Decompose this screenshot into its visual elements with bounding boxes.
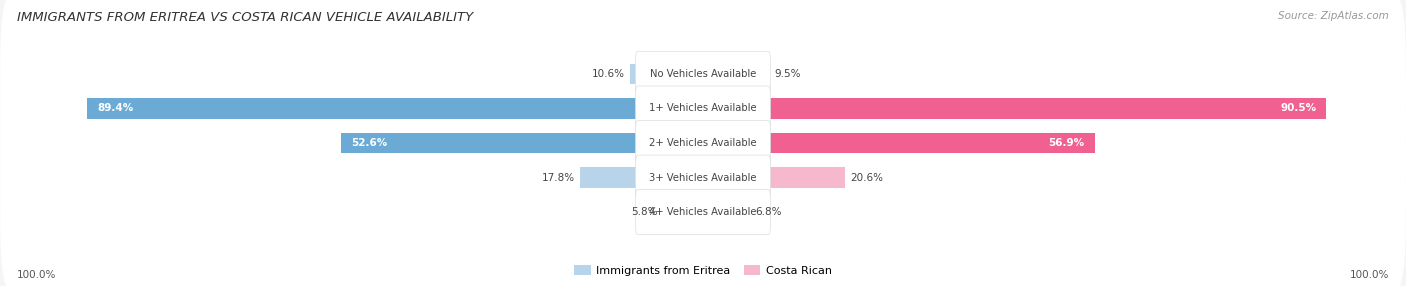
Text: 6.8%: 6.8% bbox=[755, 207, 782, 217]
FancyBboxPatch shape bbox=[636, 51, 770, 96]
Bar bbox=[703, 133, 1095, 153]
Text: 9.5%: 9.5% bbox=[773, 69, 800, 79]
Text: 4+ Vehicles Available: 4+ Vehicles Available bbox=[650, 207, 756, 217]
Text: 2+ Vehicles Available: 2+ Vehicles Available bbox=[650, 138, 756, 148]
Bar bbox=[581, 167, 703, 188]
FancyBboxPatch shape bbox=[636, 155, 770, 200]
Bar bbox=[664, 202, 703, 223]
FancyBboxPatch shape bbox=[0, 0, 1406, 157]
Text: 3+ Vehicles Available: 3+ Vehicles Available bbox=[650, 172, 756, 182]
Text: 17.8%: 17.8% bbox=[541, 172, 575, 182]
Text: 56.9%: 56.9% bbox=[1049, 138, 1084, 148]
FancyBboxPatch shape bbox=[0, 95, 1406, 261]
Text: 10.6%: 10.6% bbox=[592, 69, 624, 79]
Text: 100.0%: 100.0% bbox=[17, 270, 56, 280]
FancyBboxPatch shape bbox=[0, 25, 1406, 191]
Bar bbox=[340, 133, 703, 153]
Text: 5.8%: 5.8% bbox=[631, 207, 658, 217]
Text: IMMIGRANTS FROM ERITREA VS COSTA RICAN VEHICLE AVAILABILITY: IMMIGRANTS FROM ERITREA VS COSTA RICAN V… bbox=[17, 11, 474, 24]
Bar bbox=[703, 167, 845, 188]
Bar bbox=[703, 63, 769, 84]
FancyBboxPatch shape bbox=[0, 60, 1406, 226]
FancyBboxPatch shape bbox=[636, 86, 770, 131]
FancyBboxPatch shape bbox=[636, 121, 770, 165]
Text: 1+ Vehicles Available: 1+ Vehicles Available bbox=[650, 104, 756, 114]
FancyBboxPatch shape bbox=[0, 129, 1406, 286]
Text: 89.4%: 89.4% bbox=[97, 104, 134, 114]
Text: No Vehicles Available: No Vehicles Available bbox=[650, 69, 756, 79]
Bar bbox=[630, 63, 703, 84]
Text: 52.6%: 52.6% bbox=[352, 138, 387, 148]
Bar bbox=[703, 98, 1326, 119]
Text: Source: ZipAtlas.com: Source: ZipAtlas.com bbox=[1278, 11, 1389, 21]
Legend: Immigrants from Eritrea, Costa Rican: Immigrants from Eritrea, Costa Rican bbox=[569, 261, 837, 280]
FancyBboxPatch shape bbox=[636, 190, 770, 235]
Bar bbox=[87, 98, 703, 119]
Bar bbox=[703, 202, 749, 223]
Text: 20.6%: 20.6% bbox=[851, 172, 883, 182]
Text: 100.0%: 100.0% bbox=[1350, 270, 1389, 280]
Text: 90.5%: 90.5% bbox=[1279, 104, 1316, 114]
